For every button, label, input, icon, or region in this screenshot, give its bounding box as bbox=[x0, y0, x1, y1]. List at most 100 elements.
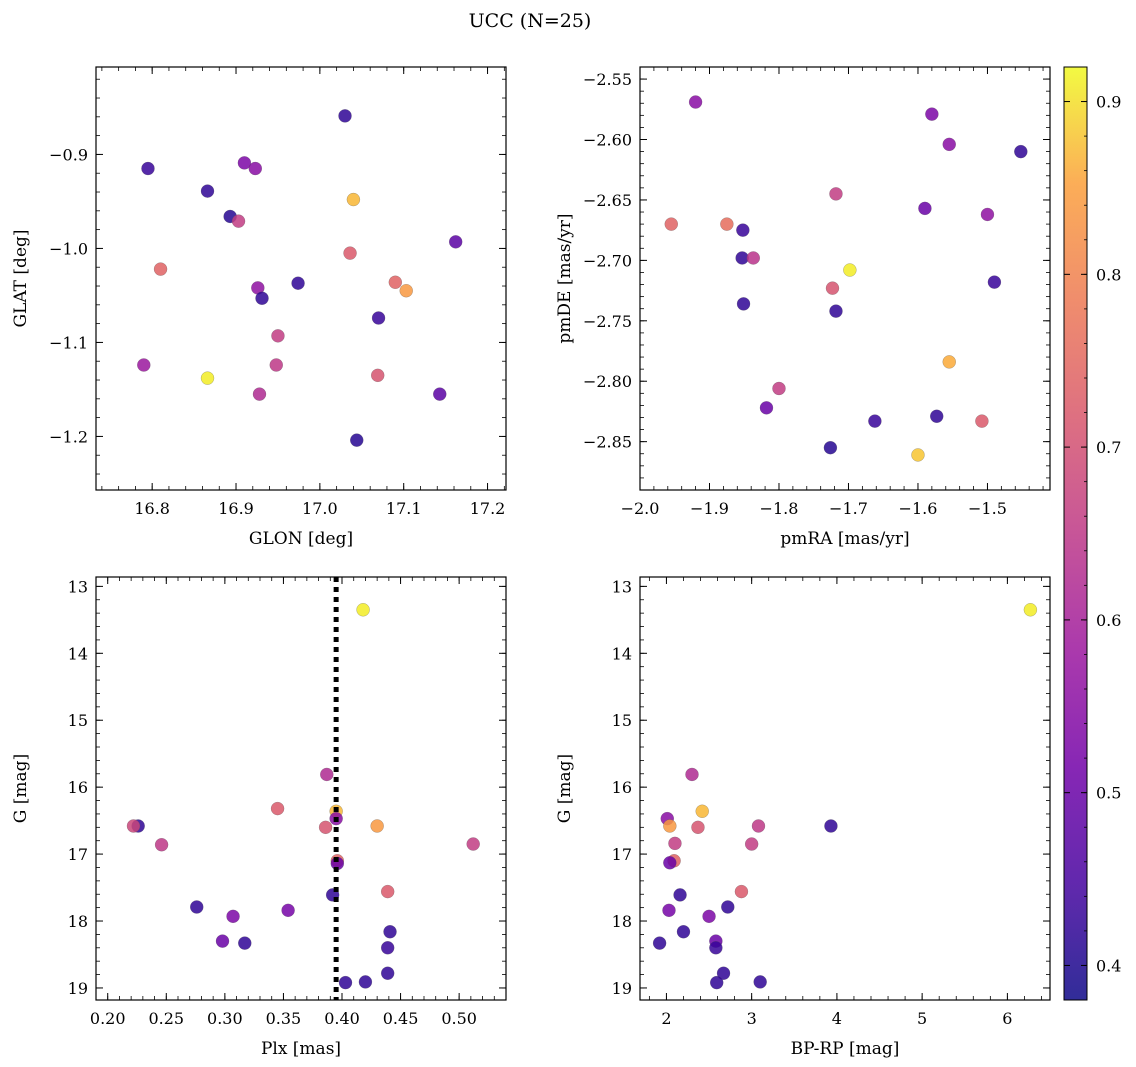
data-point bbox=[255, 291, 269, 305]
data-point bbox=[238, 936, 252, 950]
y-tick-label: 15 bbox=[68, 711, 88, 730]
data-point bbox=[925, 107, 939, 121]
y-tick-label: 15 bbox=[612, 711, 632, 730]
data-point bbox=[676, 925, 691, 939]
y-axis-label: G [mag] bbox=[11, 754, 31, 823]
panel-bprp-g: 2 3 4 5 6 13 14 15 16 17 18 19 BP-RP [mag] G [mag] bbox=[555, 576, 1051, 1059]
panel-plx-g: 0.20 0.25 0.30 0.35 0.40 0.45 0.50 13 14 15 16 17 18… bbox=[11, 576, 507, 1059]
data-point bbox=[930, 409, 944, 423]
data-point bbox=[252, 387, 267, 401]
data-point bbox=[1023, 603, 1038, 617]
ticks: −2.0 −1.9 −1.8 −1.7 −1.6 −1.5 −2.55 −2.60 −2.65 −… bbox=[583, 66, 1050, 518]
ticks: 2 3 4 5 6 13 14 15 16 17 18 19 bbox=[612, 577, 1050, 1028]
y-axis-label: GLAT [deg] bbox=[11, 229, 31, 327]
x-tick-label: 4 bbox=[832, 1009, 842, 1028]
data-point bbox=[200, 371, 215, 385]
data-point bbox=[399, 284, 413, 298]
colorbar-tick-label: 0.6 bbox=[1096, 611, 1121, 630]
data-point bbox=[346, 192, 361, 207]
colorbar-tick-label: 0.9 bbox=[1096, 93, 1121, 112]
data-point bbox=[380, 966, 395, 980]
data-point bbox=[153, 262, 168, 276]
y-tick-label: −2.75 bbox=[583, 312, 632, 331]
data-point bbox=[350, 433, 364, 447]
x-tick-label: −1.6 bbox=[899, 499, 938, 518]
data-point bbox=[271, 329, 285, 343]
data-point bbox=[380, 884, 395, 899]
data-point bbox=[320, 767, 334, 782]
x-tick-label: 17.2 bbox=[470, 499, 506, 518]
y-tick-label: 18 bbox=[68, 912, 88, 931]
data-point bbox=[388, 275, 403, 289]
data-point bbox=[685, 767, 699, 782]
panel-glon-glat: 16.8 16.9 17.0 17.1 17.2 −0.9 −1.0 −1.1 −1.2 GLON… bbox=[11, 66, 507, 549]
data-point bbox=[343, 246, 357, 260]
x-axis-label: Plx [mas] bbox=[261, 1039, 341, 1059]
data-point bbox=[709, 941, 723, 955]
data-point bbox=[190, 900, 204, 914]
colorbar: 0.4 0.5 0.6 0.7 0.8 0.9 bbox=[1063, 66, 1121, 1001]
data-point bbox=[338, 975, 353, 990]
x-tick-label: 3 bbox=[747, 1009, 757, 1028]
data-point bbox=[720, 217, 734, 231]
y-tick-label: −2.80 bbox=[583, 372, 632, 391]
data-point bbox=[772, 381, 786, 396]
data-point bbox=[825, 281, 840, 295]
colorbar-ticks: 0.4 0.5 0.6 0.7 0.8 0.9 bbox=[1064, 66, 1121, 1001]
data-point bbox=[371, 368, 385, 383]
data-point bbox=[751, 819, 766, 833]
data-point bbox=[370, 819, 384, 833]
scatter-points bbox=[126, 603, 480, 990]
y-tick-label: −2.70 bbox=[583, 251, 632, 270]
colorbar-tick-label: 0.8 bbox=[1096, 265, 1121, 284]
data-point bbox=[291, 276, 305, 290]
y-tick-label: −1.1 bbox=[49, 333, 88, 352]
x-tick-label: −1.9 bbox=[690, 499, 729, 518]
y-tick-label: 17 bbox=[68, 845, 88, 864]
x-tick-label: −1.5 bbox=[968, 499, 1007, 518]
x-tick-label: 0.20 bbox=[90, 1009, 126, 1028]
panel-pmra-pmde: −2.0 −1.9 −1.8 −1.7 −1.6 −1.5 −2.55 −2.60 −2.65 −… bbox=[555, 66, 1051, 549]
x-tick-label: 0.25 bbox=[148, 1009, 184, 1028]
data-point bbox=[710, 975, 724, 990]
colorbar-gradient bbox=[1063, 66, 1088, 1001]
data-point bbox=[663, 819, 677, 833]
data-point bbox=[126, 819, 141, 833]
x-tick-label: 2 bbox=[661, 1009, 671, 1028]
data-point bbox=[281, 903, 295, 918]
data-point bbox=[356, 603, 370, 617]
ticks: 16.8 16.9 17.0 17.1 17.2 −0.9 −1.0 −1.1 −1.2 bbox=[49, 67, 506, 518]
x-tick-label: 5 bbox=[917, 1009, 927, 1028]
data-point bbox=[200, 184, 215, 198]
x-tick-label: 0.50 bbox=[441, 1009, 477, 1028]
data-point bbox=[942, 355, 956, 369]
y-tick-label: 16 bbox=[68, 778, 88, 797]
y-tick-label: −2.55 bbox=[583, 70, 632, 89]
x-axis-label: pmRA [mas/yr] bbox=[780, 529, 909, 549]
data-point bbox=[137, 358, 151, 372]
y-tick-label: −2.85 bbox=[583, 433, 632, 452]
scatter-points bbox=[652, 603, 1038, 990]
y-tick-label: 14 bbox=[612, 644, 632, 663]
data-point bbox=[734, 884, 749, 899]
data-point bbox=[380, 941, 395, 955]
axes-frame bbox=[95, 576, 507, 1001]
data-point bbox=[987, 275, 1002, 289]
data-point bbox=[759, 401, 774, 415]
data-point bbox=[980, 207, 995, 222]
data-point bbox=[942, 137, 956, 152]
panels: 16.8 16.9 17.0 17.1 17.2 −0.9 −1.0 −1.1 −1.2 GLON… bbox=[11, 66, 1051, 1059]
scatter-points bbox=[664, 95, 1028, 462]
data-point bbox=[358, 975, 373, 989]
data-point bbox=[829, 187, 843, 201]
data-point bbox=[736, 223, 750, 237]
x-tick-label: 0.30 bbox=[207, 1009, 243, 1028]
data-point bbox=[673, 888, 687, 902]
data-point bbox=[691, 820, 705, 835]
axes-frame bbox=[639, 66, 1051, 491]
y-tick-label: −2.60 bbox=[583, 131, 632, 150]
data-point bbox=[736, 297, 751, 311]
data-point bbox=[371, 311, 386, 325]
data-point bbox=[433, 387, 447, 401]
